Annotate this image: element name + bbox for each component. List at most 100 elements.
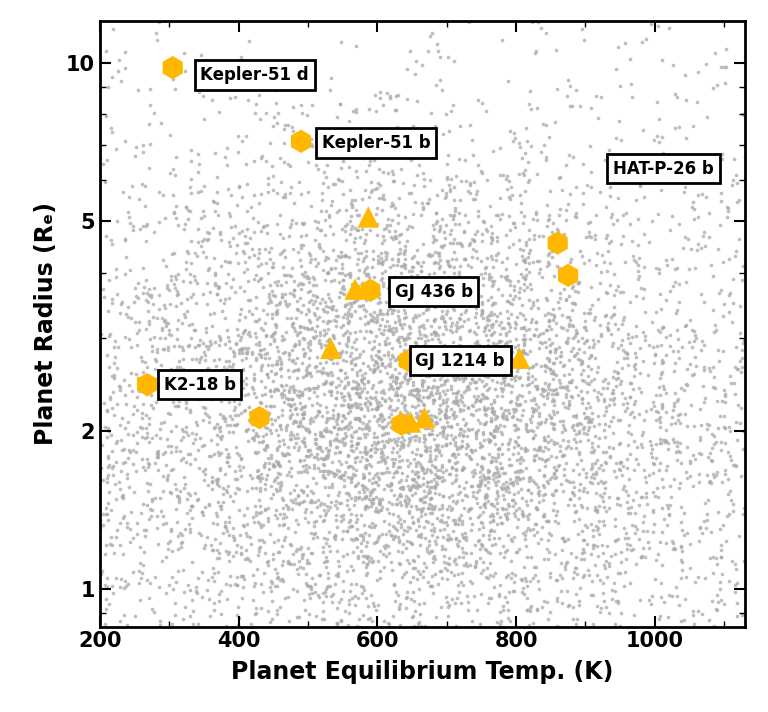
Point	[383, 273, 396, 285]
Point	[647, 159, 660, 171]
Point	[404, 152, 416, 164]
Point	[362, 404, 374, 415]
Point	[495, 382, 507, 394]
Point	[502, 169, 514, 181]
Point	[197, 233, 210, 244]
Point	[260, 331, 272, 342]
Point	[689, 329, 701, 340]
Point	[247, 348, 259, 360]
Point	[660, 424, 672, 436]
Point	[470, 245, 482, 256]
Point	[349, 533, 362, 544]
Point	[450, 464, 462, 476]
Point	[435, 543, 448, 555]
Point	[409, 596, 421, 607]
Point	[519, 273, 531, 285]
Point	[509, 435, 521, 446]
Point	[578, 422, 591, 433]
Point	[289, 404, 301, 415]
Point	[542, 381, 554, 392]
Point	[637, 355, 649, 367]
Point	[688, 325, 700, 337]
Point	[478, 360, 491, 371]
Point	[634, 282, 647, 293]
Point	[528, 406, 540, 417]
Point	[586, 459, 598, 470]
Point	[363, 271, 376, 283]
Point	[292, 246, 304, 258]
Point	[345, 472, 357, 483]
Point	[345, 440, 357, 451]
Point	[404, 46, 416, 57]
Text: Kepler-51 d: Kepler-51 d	[200, 66, 309, 84]
Point	[578, 553, 590, 565]
Point	[303, 256, 316, 268]
Point	[298, 595, 310, 606]
Point	[653, 613, 665, 624]
Point	[561, 379, 573, 391]
Point	[502, 612, 515, 624]
Point	[654, 372, 666, 384]
Point	[393, 192, 406, 204]
Point	[503, 325, 515, 337]
Point	[242, 424, 254, 435]
Point	[539, 417, 551, 428]
Point	[413, 350, 425, 361]
Point	[417, 410, 429, 422]
Point	[108, 547, 121, 558]
Point	[585, 518, 598, 530]
Point	[199, 402, 211, 414]
Point	[343, 272, 356, 283]
Point	[118, 374, 130, 385]
Point	[423, 248, 435, 259]
Point	[607, 394, 619, 405]
Point	[172, 565, 184, 577]
Point	[396, 164, 408, 175]
Point	[171, 543, 184, 555]
Point	[318, 459, 330, 471]
Point	[413, 389, 425, 401]
Point	[411, 245, 423, 256]
Point	[347, 462, 359, 473]
Point	[426, 552, 439, 563]
Point	[224, 410, 237, 422]
Point	[134, 541, 146, 553]
Point	[186, 318, 198, 329]
Point	[715, 62, 727, 73]
Point	[445, 379, 457, 391]
Point	[376, 257, 388, 268]
Point	[392, 300, 404, 311]
Point	[344, 270, 356, 281]
Point	[485, 319, 497, 330]
Point	[143, 290, 155, 301]
Point	[299, 440, 311, 451]
Point	[478, 473, 491, 485]
Point	[117, 489, 129, 501]
Point	[178, 586, 190, 597]
Point	[486, 451, 498, 463]
Point	[703, 362, 715, 373]
Point	[264, 528, 276, 540]
Point	[541, 475, 553, 486]
Point	[440, 533, 452, 545]
Point	[519, 444, 531, 455]
Point	[339, 606, 352, 617]
Point	[278, 518, 290, 530]
Point	[666, 535, 678, 546]
Point	[598, 577, 610, 589]
Point	[418, 351, 430, 362]
Point	[242, 435, 254, 446]
Point	[702, 166, 714, 177]
Point	[487, 298, 499, 309]
Point	[313, 592, 326, 603]
Point	[326, 345, 338, 356]
Point	[227, 273, 240, 285]
Point	[276, 573, 288, 585]
Point	[443, 559, 455, 570]
Point	[504, 396, 516, 407]
Point	[229, 220, 241, 231]
Point	[422, 411, 435, 422]
Point	[440, 464, 452, 476]
Point	[406, 594, 418, 605]
Point	[676, 525, 688, 536]
